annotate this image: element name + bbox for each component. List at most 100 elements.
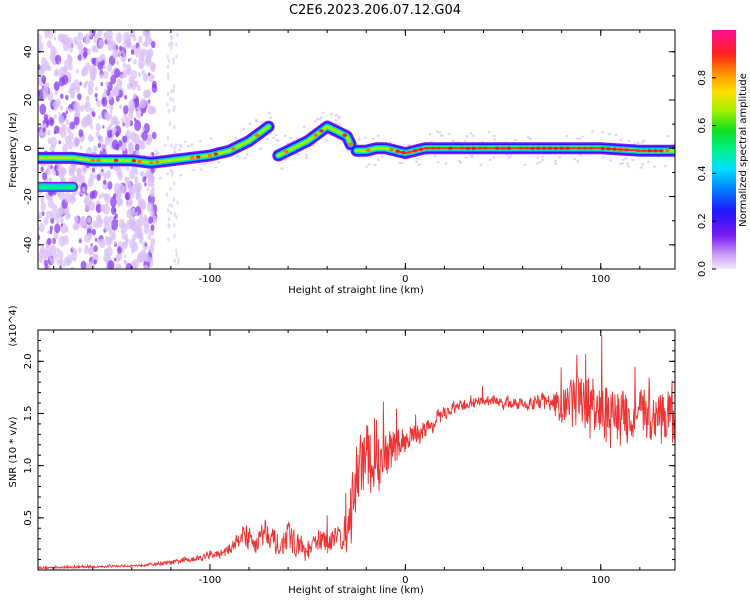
noise-speck [167, 217, 171, 222]
noise-speck [134, 169, 139, 176]
trace-peak [348, 142, 353, 146]
noise-speck [52, 60, 56, 65]
noise-speck [109, 104, 114, 111]
x-tick-label: 100 [591, 274, 610, 285]
noise-speck [54, 165, 58, 170]
noise-speck [113, 208, 117, 213]
noise-speck [175, 143, 178, 148]
noise-speck [121, 248, 125, 254]
noise-speck [77, 54, 82, 61]
noise-speck [58, 114, 65, 125]
noise-speck [133, 59, 137, 65]
noise-speck [345, 149, 349, 152]
noise-speck [133, 227, 136, 232]
noise-speck [166, 72, 170, 78]
snr-plot-area [38, 335, 675, 570]
noise-speck [203, 163, 207, 166]
noise-speck [145, 55, 152, 65]
noise-speck [103, 193, 108, 201]
noise-speck [173, 105, 176, 110]
noise-speck [337, 115, 341, 118]
noise-speck [272, 136, 276, 140]
trace-peak [366, 148, 371, 152]
noise-speck [141, 130, 148, 141]
snr-y-label: SNR (10 * v/v) [8, 416, 19, 487]
noise-speck [554, 159, 558, 163]
noise-speck [541, 155, 545, 159]
noise-speck [139, 97, 147, 109]
trace-peak [313, 133, 318, 137]
noise-speck [166, 172, 170, 176]
y-tick-label: 40 [23, 45, 34, 58]
noise-speck [169, 210, 173, 216]
noise-speck [168, 121, 172, 126]
noise-speck [74, 250, 77, 255]
noise-speck [165, 192, 169, 197]
noise-speck [179, 145, 183, 149]
spectrogram-y-label: Frequency (Hz) [8, 112, 19, 188]
noise-speck [150, 238, 156, 247]
noise-speck [580, 135, 584, 138]
noise-speck [62, 41, 70, 52]
noise-speck [132, 93, 137, 100]
noise-speck [115, 263, 122, 269]
noise-speck [146, 187, 150, 192]
noise-speck [47, 130, 51, 136]
noise-speck [144, 216, 148, 222]
noise-speck [116, 78, 122, 86]
noise-speck [103, 215, 110, 226]
noise-speck [129, 169, 136, 180]
noise-speck [144, 90, 150, 98]
noise-speck [330, 112, 334, 116]
noise-speck [590, 130, 594, 133]
noise-speck [146, 101, 150, 106]
noise-speck [78, 247, 82, 254]
noise-speck [122, 31, 130, 43]
noise-speck [642, 139, 646, 142]
noise-speck [297, 152, 301, 156]
noise-speck [175, 252, 179, 258]
noise-speck [97, 30, 103, 37]
noise-speck [321, 111, 325, 114]
noise-speck [125, 263, 133, 269]
noise-speck [363, 136, 367, 139]
noise-speck [41, 75, 47, 83]
noise-speck [313, 120, 317, 123]
noise-speck [428, 132, 432, 136]
noise-speck [173, 145, 176, 151]
y-tick-label: 1.0 [23, 458, 34, 474]
noise-speck [166, 54, 169, 60]
noise-speck [631, 158, 635, 162]
noise-speck [152, 64, 155, 68]
noise-speck [457, 159, 461, 163]
noise-speck [95, 86, 98, 91]
noise-speck [92, 145, 98, 153]
noise-speck [109, 196, 117, 208]
noise-speck [38, 234, 41, 241]
noise-speck [130, 79, 137, 91]
noise-speck [376, 134, 380, 138]
noise-speck [62, 143, 69, 153]
noise-speck [146, 202, 154, 213]
noise-speck [144, 176, 147, 180]
noise-speck [50, 119, 54, 124]
noise-speck [46, 237, 52, 246]
noise-speck [576, 160, 580, 163]
noise-speck [415, 160, 419, 164]
noise-speck [105, 81, 109, 87]
noise-speck [91, 167, 96, 173]
noise-speck [295, 153, 299, 156]
noise-speck [173, 150, 177, 153]
noise-speck [337, 122, 341, 126]
trace-peak [231, 147, 236, 151]
noise-speck [116, 60, 120, 66]
noise-speck [123, 105, 129, 115]
noise-speck [304, 156, 308, 160]
noise-speck [141, 48, 145, 54]
noise-speck [135, 192, 141, 200]
noise-speck [143, 264, 149, 269]
noise-speck [79, 104, 85, 113]
snr-series-line [38, 335, 675, 570]
y-tick-label: 20 [23, 94, 34, 107]
noise-speck [69, 121, 75, 130]
